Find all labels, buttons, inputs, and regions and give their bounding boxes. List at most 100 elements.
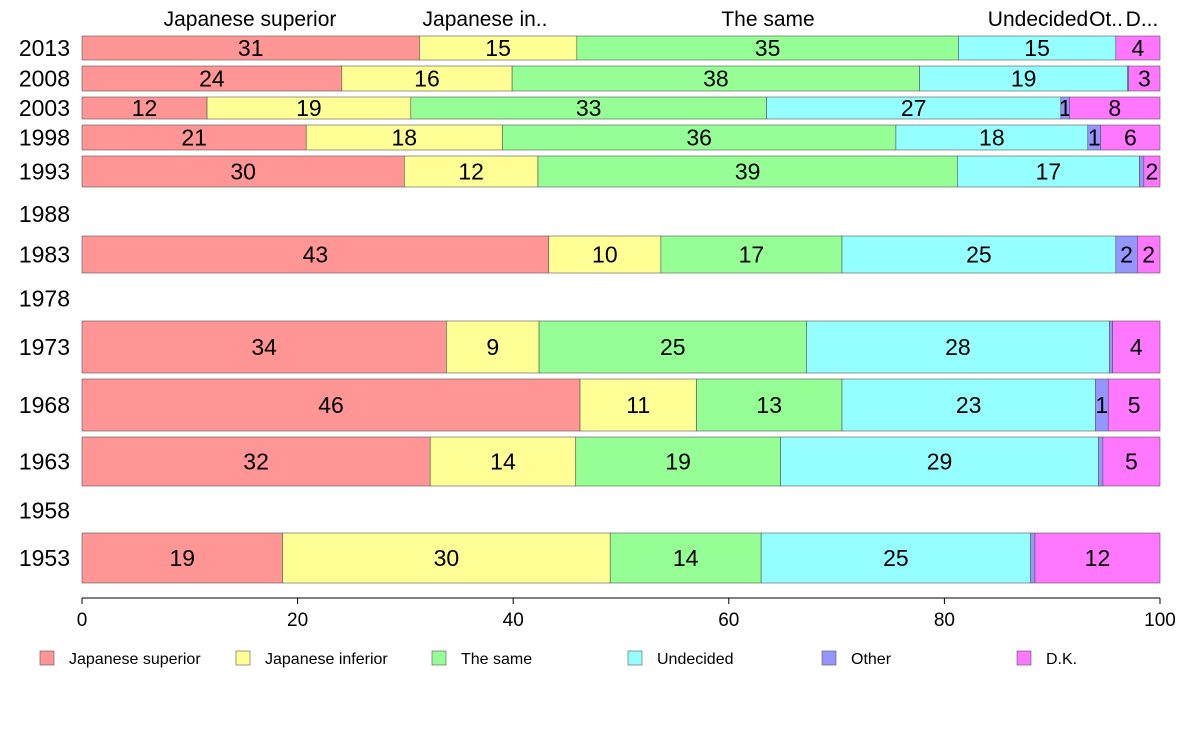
legend-label-undecided: Undecided [657, 651, 734, 668]
bar-1998-undecided [895, 124, 1089, 151]
legend: Japanese superior Japanese inferior The sa… [39, 650, 1077, 668]
bar-label-2013-the-same: 35 [755, 35, 781, 61]
legend-swatch-japanese-superior [39, 650, 55, 666]
bar-2008-japanese-inferior [341, 65, 513, 92]
year-label-1978: 1978 [19, 286, 70, 312]
bar-1963-undecided [780, 436, 1099, 487]
bar-1973-the-same [538, 320, 807, 374]
bar-1998-japanese-inferior [305, 124, 503, 151]
bar-label-1993-japanese-superior: 30 [230, 159, 256, 185]
legend-swatch-the-same [431, 650, 447, 666]
bar-label-2008-d-k: 3 [1138, 66, 1151, 92]
bar-1993-the-same [537, 155, 958, 188]
bar-1998-japanese-superior [81, 124, 307, 151]
legend-swatch-d-k [1016, 650, 1032, 666]
bar-1983-d-k [1137, 235, 1161, 274]
bar-label-2003-japanese-inferior: 19 [296, 95, 322, 121]
bar-label-1983-undecided: 25 [966, 242, 992, 268]
header-label-5: Ot.. [1089, 8, 1123, 31]
bar-1953-japanese-superior [81, 532, 283, 584]
year-label-1958: 1958 [19, 498, 70, 524]
bar-1983-japanese-inferior [548, 235, 662, 274]
x-tick-label-0: 0 [77, 610, 88, 631]
bar-label-1963-the-same: 19 [665, 449, 691, 475]
bar-1953-other [1030, 532, 1036, 584]
year-labels: 2013 2008 2003 1998 1993 1988 1983 1978 1973 1968… [19, 35, 70, 571]
bar-2013-japanese-superior [81, 35, 420, 61]
year-label-1988: 1988 [19, 201, 70, 227]
bar-label-1998-d-k: 6 [1124, 125, 1137, 151]
bar-label-1993-the-same: 39 [735, 159, 761, 185]
year-label-1968: 1968 [19, 392, 70, 418]
year-label-2008: 2008 [19, 66, 70, 92]
legend-label-japanese-superior: Japanese superior [69, 651, 201, 668]
bar-label-1953-d-k: 12 [1085, 545, 1111, 571]
bar-2013-the-same [576, 35, 959, 61]
bar-1998-the-same [502, 124, 897, 151]
bar-label-1983-japanese-superior: 43 [303, 242, 329, 268]
bars: 31 15 35 15 424 16 38 19 312 19 33 27 1 821 18 36 18 1 630… [81, 35, 1161, 584]
x-tick-label-100: 100 [1144, 610, 1176, 631]
bar-label-2003-the-same: 33 [576, 95, 602, 121]
bar-label-1953-japanese-superior: 19 [169, 545, 195, 571]
year-label-1983: 1983 [19, 242, 70, 268]
bar-label-2003-d-k: 8 [1108, 95, 1121, 121]
bar-label-2008-japanese-superior: 24 [199, 66, 225, 92]
bar-label-1973-undecided: 28 [945, 334, 971, 360]
x-tick-label-80: 80 [934, 610, 955, 631]
bar-label-1998-undecided: 18 [979, 125, 1005, 151]
bar-1963-d-k [1102, 436, 1161, 487]
bar-1953-undecided [760, 532, 1031, 584]
x-axis: 0 20 40 60 80 100 [77, 597, 1176, 631]
header-label-2: Japanese in.. [423, 8, 548, 31]
bar-label-1983-the-same: 17 [739, 242, 765, 268]
legend-label-the-same: The same [461, 651, 532, 668]
bar-1968-undecided [841, 378, 1096, 432]
bar-1953-d-k [1034, 532, 1161, 584]
legend-label-other: Other [851, 651, 892, 668]
bar-1968-the-same [696, 378, 843, 432]
bar-1953-the-same [609, 532, 762, 584]
bar-label-1963-undecided: 29 [927, 449, 953, 475]
bar-1993-other [1139, 155, 1145, 188]
bar-1993-d-k [1143, 155, 1161, 188]
year-label-2003: 2003 [19, 95, 70, 121]
bar-label-2008-undecided: 19 [1011, 66, 1037, 92]
header-label-6: D... [1126, 8, 1159, 31]
bar-2008-d-k [1128, 65, 1161, 92]
bar-label-2003-other: 1 [1059, 95, 1072, 121]
bar-1963-other [1098, 436, 1104, 487]
bar-label-1998-the-same: 36 [686, 125, 712, 151]
bar-label-1973-d-k: 4 [1130, 334, 1143, 360]
bar-label-2013-japanese-inferior: 15 [485, 35, 511, 61]
header-label-1: Japanese superior [164, 8, 337, 31]
bar-label-1953-the-same: 14 [673, 545, 699, 571]
bar-label-2013-d-k: 4 [1132, 35, 1145, 61]
bar-2008-japanese-superior [81, 65, 343, 92]
bar-label-1983-d-k: 2 [1142, 242, 1155, 268]
bar-label-1953-undecided: 25 [883, 545, 909, 571]
bar-label-1998-other: 1 [1088, 125, 1101, 151]
bar-label-1968-d-k: 5 [1128, 392, 1141, 418]
bar-label-1973-the-same: 25 [660, 334, 686, 360]
bar-label-1973-japanese-superior: 34 [251, 334, 277, 360]
bar-label-2003-japanese-superior: 12 [132, 95, 158, 121]
legend-swatch-japanese-inferior [235, 650, 251, 666]
bar-2013-undecided [958, 35, 1117, 61]
legend-swatch-other [821, 650, 837, 666]
bar-label-1953-japanese-inferior: 30 [434, 545, 460, 571]
year-label-1998: 1998 [19, 125, 70, 151]
bar-label-2013-japanese-superior: 31 [238, 35, 264, 61]
bar-1963-the-same [575, 436, 781, 487]
bar-label-1993-japanese-inferior: 12 [458, 159, 484, 185]
bar-1973-d-k [1112, 320, 1161, 374]
bar-label-1963-japanese-superior: 32 [243, 449, 269, 475]
bar-label-1998-japanese-inferior: 18 [392, 125, 418, 151]
bar-1963-japanese-inferior [429, 436, 577, 487]
bar-label-1983-other: 2 [1120, 242, 1133, 268]
bar-1963-japanese-superior [81, 436, 431, 487]
bar-1968-d-k [1107, 378, 1161, 432]
bar-1968-japanese-inferior [579, 378, 697, 432]
